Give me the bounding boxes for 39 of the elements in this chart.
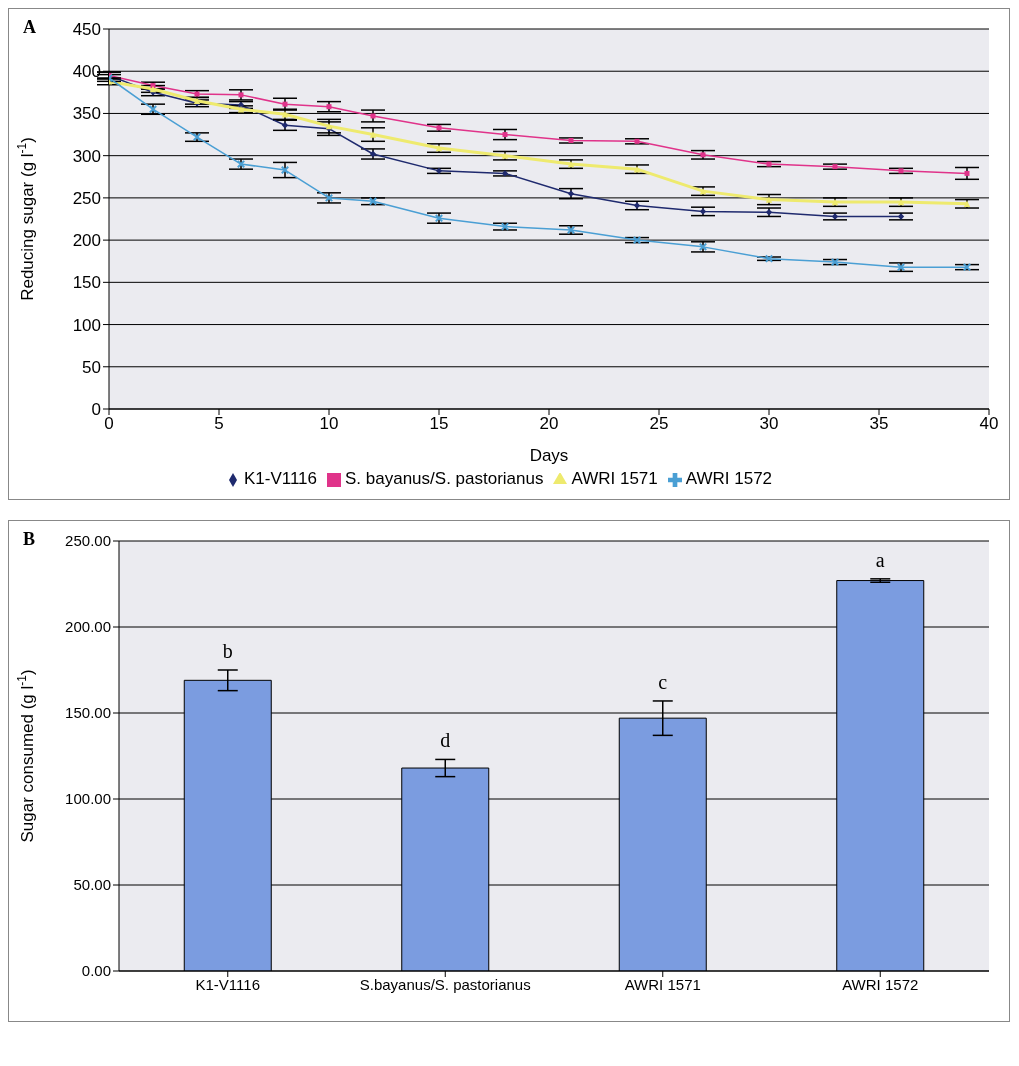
- y-tick-label: 400: [72, 62, 101, 82]
- x-tick-label: 40: [979, 414, 999, 434]
- y-tick-label: 200: [72, 231, 101, 251]
- x-tick-label: 15: [429, 414, 449, 434]
- annotation: d: [440, 729, 451, 752]
- annotation: a: [875, 548, 885, 571]
- y-tick-label: 100.00: [65, 790, 111, 808]
- x-axis-title: Days: [529, 446, 569, 465]
- x-tick-label: 20: [539, 414, 559, 434]
- x-tick-label: K1-V1116: [195, 975, 260, 993]
- y-tick-label: 450: [72, 20, 101, 40]
- y-tick-label: 150.00: [65, 704, 111, 722]
- y-tick-label: 150: [72, 273, 101, 293]
- x-tick-label: 25: [649, 414, 669, 434]
- y-tick-label: 0.00: [81, 962, 111, 980]
- x-tick-label: 10: [319, 414, 339, 434]
- y-tick-label: 250.00: [65, 532, 111, 550]
- y-tick-label: 50: [82, 357, 101, 377]
- annotation: c: [658, 670, 668, 693]
- y-tick-label: 200.00: [65, 618, 111, 636]
- chart-title: B: [23, 529, 36, 550]
- legend-label: K1-V1116: [243, 469, 318, 488]
- legend-label: AWRI 1572: [685, 469, 773, 488]
- y-tick-label: 250: [72, 188, 101, 208]
- x-tick-label: AWRI 1571: [624, 975, 701, 993]
- y-tick-label: 50.00: [73, 876, 111, 894]
- y-tick-label: 0: [91, 400, 101, 420]
- x-tick-label: 30: [759, 414, 779, 434]
- x-tick-label: AWRI 1572: [842, 975, 919, 993]
- x-tick-label: 35: [869, 414, 889, 434]
- y-tick-label: 300: [72, 146, 101, 166]
- y-tick-label: 100: [72, 315, 101, 335]
- y-tick-label: 350: [72, 104, 101, 124]
- x-tick-label: 5: [214, 414, 224, 434]
- x-tick-label: S.bayanus/S. pastorianus: [359, 975, 531, 993]
- legend-label: AWRI 1571: [571, 469, 658, 488]
- chart-title: A: [23, 17, 36, 38]
- annotation: b: [222, 640, 233, 662]
- legend-label: S. bayanus/S. pastorianus: [345, 469, 544, 488]
